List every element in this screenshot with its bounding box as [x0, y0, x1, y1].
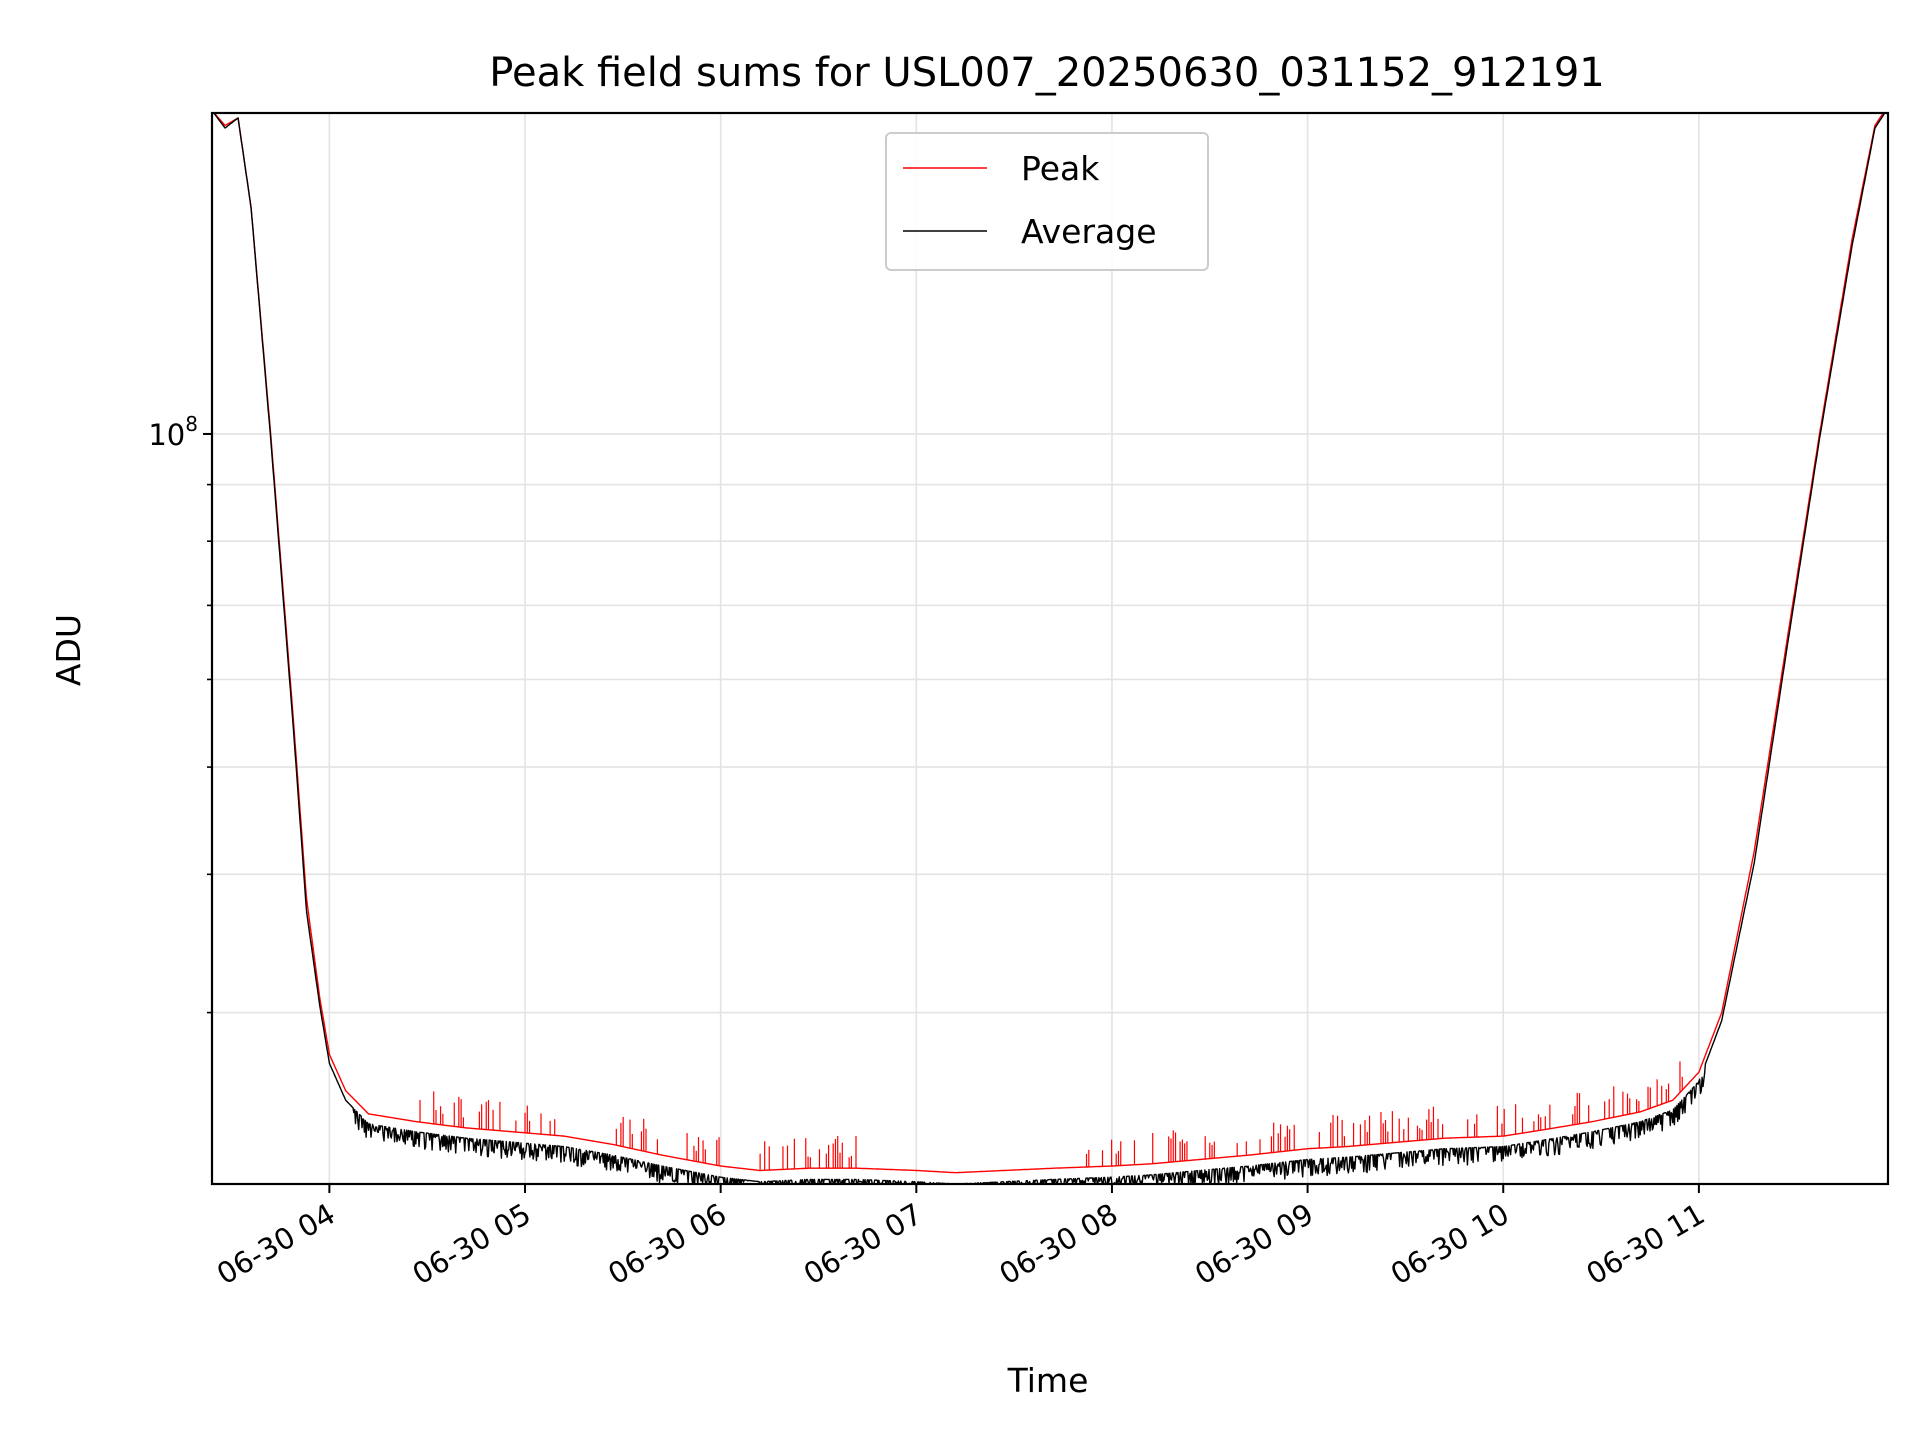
y-tick-label: 108 — [148, 412, 198, 452]
grid-lines — [212, 113, 1888, 1184]
series-line-peak — [212, 112, 1888, 1174]
legend-label-average: Average — [1021, 212, 1157, 251]
x-axis-label: Time — [1007, 1361, 1089, 1400]
series-line-average — [212, 112, 1888, 1185]
legend-label-peak: Peak — [1021, 149, 1100, 188]
legend: Peak Average — [885, 132, 1209, 271]
series-lines — [212, 112, 1888, 1185]
peak-spike-marks — [419, 1061, 1683, 1171]
axes-frame — [210, 111, 1890, 1186]
y-axis-label: ADU — [49, 614, 88, 686]
chart-title: Peak field sums for USL007_20250630_0311… — [489, 50, 1604, 96]
y-axis-ticks: 108 — [148, 412, 212, 1014]
